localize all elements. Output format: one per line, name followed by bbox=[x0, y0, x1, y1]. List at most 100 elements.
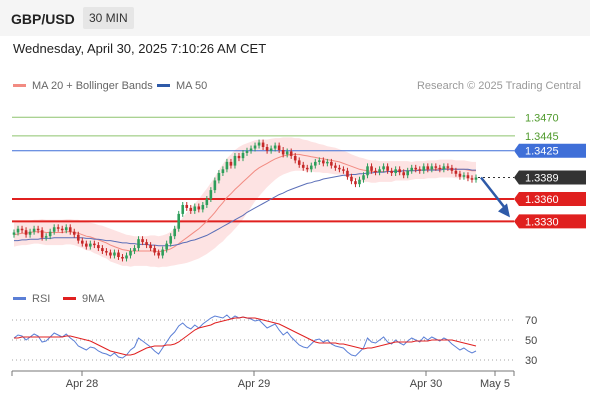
level-tag-1.3360 bbox=[514, 192, 586, 207]
candle-body bbox=[402, 172, 405, 176]
legend-rsi-label: RSI bbox=[32, 293, 51, 305]
candle bbox=[197, 203, 201, 213]
candle-body bbox=[253, 145, 257, 149]
candle-body bbox=[458, 173, 462, 177]
candle-body bbox=[446, 166, 450, 168]
legend-rsi-swatch bbox=[13, 296, 26, 300]
candle-body bbox=[462, 175, 466, 177]
candle-body bbox=[125, 255, 128, 259]
candle bbox=[209, 187, 213, 203]
candle bbox=[225, 158, 229, 173]
candle-body bbox=[342, 169, 345, 171]
candle-body bbox=[189, 207, 193, 211]
candle-body bbox=[418, 169, 422, 171]
candle bbox=[113, 249, 116, 259]
candle-body bbox=[76, 234, 80, 241]
candle-body bbox=[414, 167, 418, 170]
candle-body bbox=[410, 167, 414, 171]
candle bbox=[285, 148, 289, 158]
candle bbox=[32, 225, 36, 235]
candle-body bbox=[105, 251, 108, 253]
candle bbox=[374, 167, 377, 176]
candle-body bbox=[141, 239, 144, 243]
candle bbox=[326, 158, 329, 167]
candle bbox=[350, 173, 353, 185]
candle bbox=[354, 178, 357, 188]
candle-body bbox=[301, 164, 305, 168]
candle bbox=[117, 249, 120, 260]
candle-body bbox=[81, 240, 84, 244]
projection-arrow bbox=[480, 176, 507, 211]
candle-body bbox=[314, 161, 317, 166]
candle-body bbox=[450, 167, 454, 171]
candle-body bbox=[64, 227, 68, 231]
candle bbox=[157, 249, 160, 259]
candle-body bbox=[40, 230, 44, 238]
candle-body bbox=[281, 149, 285, 155]
candle bbox=[314, 158, 317, 169]
candle bbox=[277, 142, 281, 153]
x-tick-label: Apr 29 bbox=[238, 378, 270, 390]
candle-body bbox=[32, 228, 36, 232]
candle-body bbox=[285, 151, 289, 155]
candle bbox=[474, 174, 478, 183]
candle bbox=[81, 237, 84, 247]
candle-body bbox=[318, 160, 321, 162]
candle-body bbox=[434, 166, 438, 168]
candle-body bbox=[269, 148, 273, 151]
candle-body bbox=[370, 166, 373, 171]
candle bbox=[109, 249, 112, 259]
candle bbox=[322, 157, 325, 167]
candle bbox=[470, 175, 474, 183]
candle-body bbox=[89, 243, 92, 247]
level-label-1.3330: 1.3330 bbox=[525, 216, 559, 228]
rsi-line bbox=[13, 314, 477, 359]
candle bbox=[273, 142, 277, 152]
level-label-1.3470: 1.3470 bbox=[525, 112, 559, 124]
timeframe-badge[interactable]: 30 MIN bbox=[83, 7, 134, 29]
header-bar: GBP/USD 30 MIN bbox=[0, 0, 590, 36]
candle bbox=[382, 163, 385, 173]
rsi-tick-70: 70 bbox=[525, 315, 537, 327]
candle bbox=[121, 254, 124, 262]
candle-body bbox=[338, 167, 341, 170]
candle bbox=[362, 172, 365, 183]
candle-body bbox=[442, 166, 446, 170]
candle-body bbox=[326, 161, 329, 164]
candle bbox=[410, 164, 414, 174]
candle bbox=[241, 149, 245, 162]
candle bbox=[76, 231, 80, 244]
candle-body bbox=[390, 170, 393, 174]
candle-body bbox=[297, 160, 301, 165]
rsi-9ma-line bbox=[14, 316, 477, 356]
candle-body bbox=[261, 142, 265, 148]
candle bbox=[68, 224, 72, 235]
legend-ma50: MA 50 bbox=[157, 80, 207, 92]
candle-body bbox=[358, 179, 361, 185]
candle bbox=[438, 164, 442, 173]
candle bbox=[281, 147, 285, 158]
candle bbox=[394, 166, 397, 176]
candle-body bbox=[173, 228, 176, 237]
candle bbox=[334, 162, 337, 171]
level-tag-1.3425 bbox=[514, 143, 586, 158]
candle-body bbox=[233, 155, 237, 166]
candle-body bbox=[197, 206, 201, 210]
candle bbox=[454, 167, 458, 177]
candle bbox=[101, 245, 104, 255]
candle-body bbox=[56, 227, 60, 229]
candle bbox=[358, 176, 361, 188]
candle bbox=[24, 227, 28, 238]
candle-body bbox=[277, 145, 281, 150]
candle-body bbox=[60, 228, 64, 231]
candle bbox=[221, 166, 225, 176]
candle-body bbox=[72, 231, 76, 235]
candle bbox=[414, 164, 418, 173]
candle bbox=[193, 203, 197, 214]
candle bbox=[450, 164, 454, 174]
candle bbox=[309, 162, 313, 173]
candle-body bbox=[20, 228, 24, 231]
legend-9ma-swatch bbox=[63, 296, 76, 300]
candle bbox=[213, 177, 217, 194]
candle-body bbox=[205, 199, 209, 205]
